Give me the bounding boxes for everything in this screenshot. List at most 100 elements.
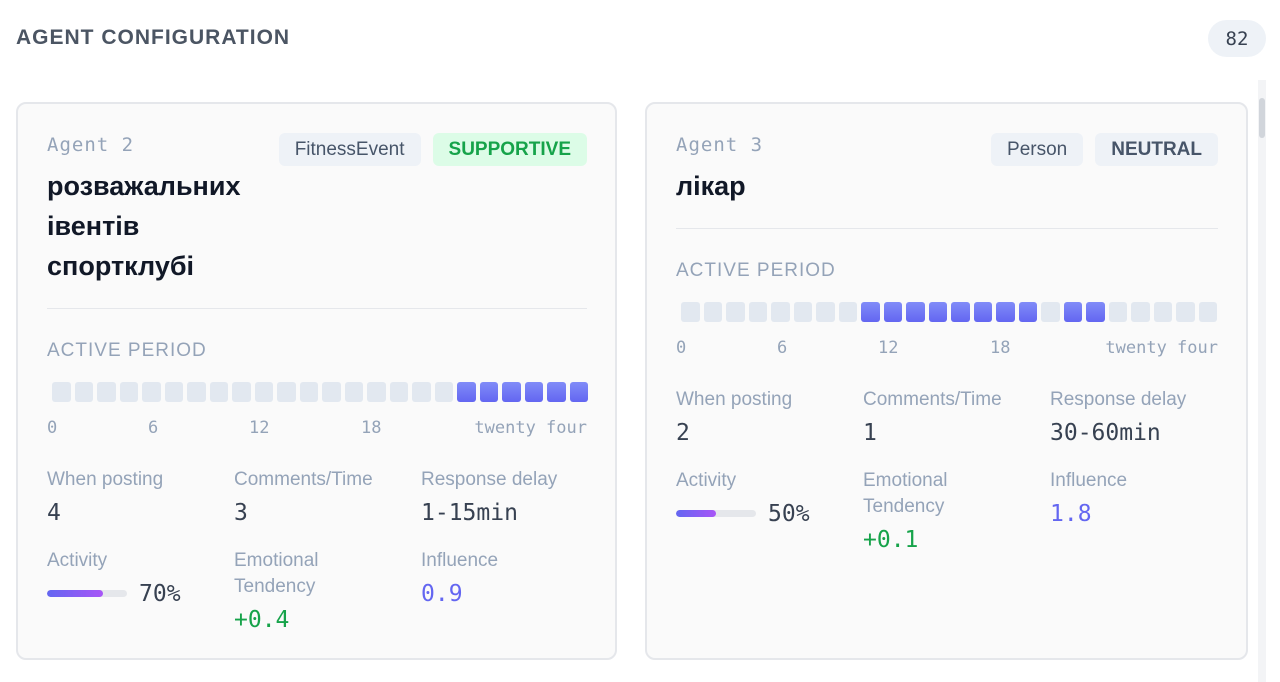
agent-name: розважальних івентів спортклубі xyxy=(47,171,241,281)
tag-group: Person NEUTRAL xyxy=(991,133,1218,166)
agent-name: лікар xyxy=(676,171,746,201)
hour-cell xyxy=(502,382,521,402)
entity-type-tag: Person xyxy=(991,133,1084,166)
hour-cell xyxy=(569,382,588,402)
hour-cell xyxy=(1063,302,1082,322)
hour-cell xyxy=(861,302,880,322)
hour-tick: 0 xyxy=(47,418,58,438)
stance-tag: SUPPORTIVE xyxy=(432,133,587,166)
hour-cell xyxy=(74,382,93,402)
hour-cell xyxy=(367,382,386,402)
hour-tick: twenty four xyxy=(1105,338,1218,358)
activity-bar-fill xyxy=(676,510,716,517)
agent-card[interactable]: Agent 2 розважальних івентів спортклубі … xyxy=(16,102,617,660)
hour-cell xyxy=(164,382,183,402)
hour-cell xyxy=(434,382,453,402)
hour-cell xyxy=(883,302,902,322)
activity-bar xyxy=(47,590,127,597)
hour-axis: 0 6 12 18 twenty four xyxy=(47,418,587,438)
hour-cell xyxy=(1176,302,1195,322)
agent-id: Agent 3 xyxy=(676,134,764,156)
hour-cell xyxy=(951,302,970,322)
agent-id: Agent 2 xyxy=(47,134,135,156)
response-delay-label: Response delay xyxy=(421,469,558,490)
hour-cell xyxy=(973,302,992,322)
page-title: AGENT CONFIGURATION xyxy=(16,26,291,49)
hour-cell xyxy=(1131,302,1150,322)
hour-cell xyxy=(1018,302,1037,322)
activity-bar xyxy=(676,510,756,517)
influence-value: 1.8 xyxy=(1050,501,1092,527)
when-posting-label: When posting xyxy=(47,469,164,490)
hour-cell xyxy=(232,382,251,402)
hour-tick: 18 xyxy=(361,418,382,438)
hour-tick: 12 xyxy=(878,338,899,358)
entity-type-tag: FitnessEvent xyxy=(278,133,421,166)
hour-tick: twenty four xyxy=(474,418,587,438)
hour-tick: 12 xyxy=(249,418,270,438)
hour-tick: 6 xyxy=(777,338,788,358)
stance-tag: NEUTRAL xyxy=(1095,133,1218,166)
comments-label: Comments/Time xyxy=(234,469,373,490)
hour-cell xyxy=(412,382,431,402)
hour-cell xyxy=(52,382,71,402)
hour-cell xyxy=(299,382,318,402)
activity-value: 70% xyxy=(139,581,181,607)
hour-axis: 0 6 12 18 twenty four xyxy=(676,338,1218,358)
hour-cell xyxy=(928,302,947,322)
hour-cell xyxy=(97,382,116,402)
comments-label: Comments/Time xyxy=(863,389,1002,410)
emotional-tendency-value: +0.4 xyxy=(234,607,290,633)
response-delay-value: 30-60min xyxy=(1050,420,1161,446)
influence-value: 0.9 xyxy=(421,581,463,607)
scrollbar-track[interactable] xyxy=(1258,80,1266,682)
hour-cell xyxy=(457,382,476,402)
hour-cell xyxy=(119,382,138,402)
hour-cell xyxy=(1086,302,1105,322)
hour-cell xyxy=(254,382,273,402)
active-hours xyxy=(681,302,1217,322)
emotional-tendency-label: Emotional Tendency xyxy=(863,470,948,517)
active-period-label: ACTIVE PERIOD xyxy=(676,260,836,281)
when-posting-value: 4 xyxy=(47,500,61,526)
hour-cell xyxy=(816,302,835,322)
activity-bar-fill xyxy=(47,590,103,597)
agent-count-badge: 82 xyxy=(1208,20,1266,57)
hour-cell xyxy=(726,302,745,322)
active-period-label: ACTIVE PERIOD xyxy=(47,340,207,361)
hour-cell xyxy=(479,382,498,402)
hour-tick: 18 xyxy=(990,338,1011,358)
agent-card[interactable]: Agent 3 лікар Person NEUTRAL ACTIVE PERI… xyxy=(645,102,1248,660)
active-hours xyxy=(52,382,588,402)
hour-cell xyxy=(187,382,206,402)
response-delay-value: 1-15min xyxy=(421,500,518,526)
tag-group: FitnessEvent SUPPORTIVE xyxy=(278,133,587,166)
divider xyxy=(676,228,1218,229)
hour-cell xyxy=(906,302,925,322)
activity-label: Activity xyxy=(47,550,108,571)
influence-label: Influence xyxy=(421,550,499,571)
hour-cell xyxy=(524,382,543,402)
activity-label: Activity xyxy=(676,470,737,491)
hour-tick: 0 xyxy=(676,338,687,358)
comments-value: 3 xyxy=(234,500,248,526)
hour-cell xyxy=(748,302,767,322)
hour-cell xyxy=(389,382,408,402)
hour-cell xyxy=(1198,302,1217,322)
when-posting-value: 2 xyxy=(676,420,690,446)
emotional-tendency-label: Emotional Tendency xyxy=(234,550,319,597)
hour-cell xyxy=(1108,302,1127,322)
hour-cell xyxy=(344,382,363,402)
hour-cell xyxy=(703,302,722,322)
comments-value: 1 xyxy=(863,420,877,446)
hour-cell xyxy=(277,382,296,402)
hour-cell xyxy=(793,302,812,322)
hour-cell xyxy=(209,382,228,402)
influence-label: Influence xyxy=(1050,470,1128,491)
hour-tick: 6 xyxy=(148,418,159,438)
emotional-tendency-value: +0.1 xyxy=(863,527,919,553)
scrollbar-thumb[interactable] xyxy=(1259,98,1265,138)
hour-cell xyxy=(1041,302,1060,322)
hour-cell xyxy=(771,302,790,322)
hour-cell xyxy=(322,382,341,402)
